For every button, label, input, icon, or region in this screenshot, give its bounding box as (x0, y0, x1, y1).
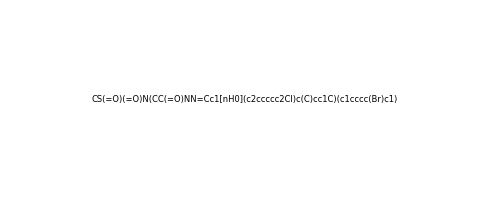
Text: CS(=O)(=O)N(CC(=O)NN=Cc1[nH0](c2ccccc2Cl)c(C)cc1C)(c1cccc(Br)c1): CS(=O)(=O)N(CC(=O)NN=Cc1[nH0](c2ccccc2Cl… (92, 95, 398, 105)
